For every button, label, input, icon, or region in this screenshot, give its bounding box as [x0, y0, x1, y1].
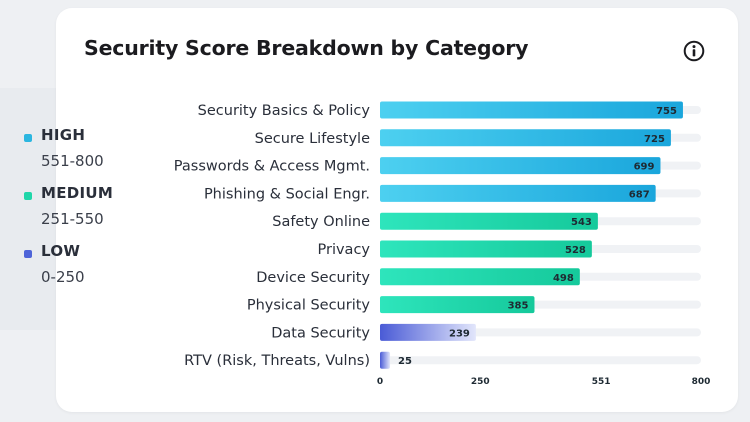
category-label: Secure Lifestyle — [255, 131, 370, 147]
legend-range-low: 0-250 — [41, 268, 85, 286]
category-label: Phishing & Social Engr. — [204, 186, 370, 202]
bar-track — [380, 356, 701, 365]
bar — [380, 351, 391, 369]
category-label: Data Security — [271, 325, 370, 341]
legend-label-medium: MEDIUM — [41, 184, 114, 202]
info-icon[interactable] — [683, 40, 705, 62]
category-label: Safety Online — [272, 214, 370, 230]
bar — [380, 184, 656, 202]
bar — [380, 268, 580, 286]
data-label: 755 — [656, 106, 677, 117]
legend-swatch-medium — [24, 192, 32, 200]
bar — [380, 101, 683, 119]
data-label: 725 — [644, 134, 665, 145]
data-label: 385 — [508, 301, 529, 312]
data-label: 687 — [629, 189, 650, 200]
x-tick-label: 800 — [692, 377, 711, 387]
data-label: 498 — [553, 273, 574, 284]
legend-swatch-low — [24, 250, 32, 258]
category-label: Device Security — [256, 270, 370, 286]
data-label: 25 — [398, 356, 412, 367]
category-label: Privacy — [318, 242, 371, 258]
category-label: RTV (Risk, Threats, Vulns) — [184, 353, 370, 369]
bar — [380, 212, 598, 230]
data-label: 528 — [565, 245, 586, 256]
bar — [380, 240, 592, 258]
x-tick-label: 551 — [592, 377, 611, 387]
legend-label-high: HIGH — [41, 126, 86, 144]
bar — [380, 323, 476, 341]
category-label: Physical Security — [247, 298, 371, 314]
data-label: 699 — [634, 162, 655, 173]
legend-range-high: 551-800 — [41, 152, 104, 170]
x-tick-label: 0 — [377, 377, 383, 387]
bar — [380, 296, 535, 314]
category-label: Security Basics & Policy — [198, 103, 371, 119]
x-tick-label: 250 — [471, 377, 490, 387]
chart-card — [56, 8, 738, 412]
legend-swatch-high — [24, 134, 32, 142]
bar — [380, 129, 671, 147]
legend-label-low: LOW — [41, 242, 81, 260]
chart-title: Security Score Breakdown by Category — [84, 36, 529, 60]
category-label: Passwords & Access Mgmt. — [174, 159, 370, 175]
legend-range-medium: 251-550 — [41, 210, 104, 228]
data-label: 543 — [571, 217, 592, 228]
data-label: 239 — [449, 328, 470, 339]
bar — [380, 157, 661, 175]
